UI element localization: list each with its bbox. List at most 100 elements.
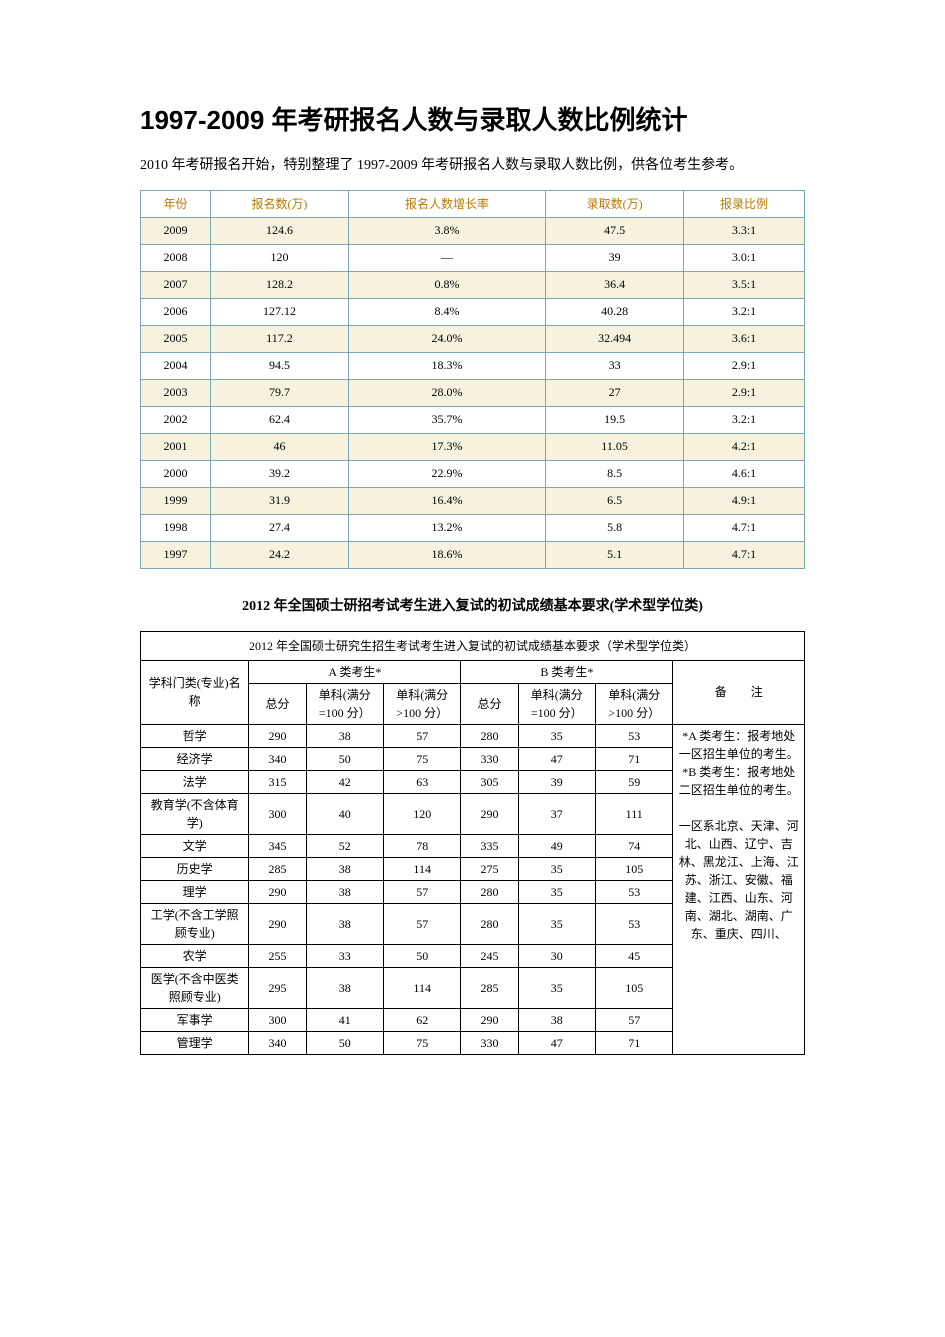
cell: 57 — [383, 903, 460, 944]
cell: 38 — [306, 724, 383, 747]
cell: 2007 — [141, 271, 211, 298]
cell: 255 — [249, 944, 306, 967]
cell: 285 — [461, 967, 518, 1008]
cell: 2002 — [141, 406, 211, 433]
table-row: 200262.435.7%19.53.2:1 — [141, 406, 805, 433]
cell: 74 — [596, 834, 673, 857]
cell: 47.5 — [546, 217, 684, 244]
cell: 13.2% — [348, 514, 545, 541]
cell: 280 — [461, 903, 518, 944]
table-row: 199724.218.6%5.14.7:1 — [141, 541, 805, 568]
table-row: 2009124.63.8%47.53.3:1 — [141, 217, 805, 244]
table-row: 2008120—393.0:1 — [141, 244, 805, 271]
cell: 49 — [518, 834, 595, 857]
cell: 哲学 — [141, 724, 249, 747]
cell: 35 — [518, 903, 595, 944]
cell: 340 — [249, 1031, 306, 1054]
cell: 40.28 — [546, 298, 684, 325]
cell: 4.7:1 — [684, 541, 805, 568]
cell: 114 — [383, 857, 460, 880]
cell: 2.9:1 — [684, 379, 805, 406]
cell: 35 — [518, 967, 595, 1008]
cell: 50 — [306, 747, 383, 770]
cell: 18.6% — [348, 541, 545, 568]
cell: 340 — [249, 747, 306, 770]
col-header: 报名人数增长率 — [348, 190, 545, 217]
cell: 114 — [383, 967, 460, 1008]
cell: 管理学 — [141, 1031, 249, 1054]
cell: 315 — [249, 770, 306, 793]
cell: 1999 — [141, 487, 211, 514]
cell: 0.8% — [348, 271, 545, 298]
cell: 38 — [306, 880, 383, 903]
cell: 285 — [249, 857, 306, 880]
cell: 39.2 — [211, 460, 349, 487]
col-s100p-b: 单科(满分>100 分） — [596, 683, 673, 724]
cell: 32.494 — [546, 325, 684, 352]
cell: 105 — [596, 967, 673, 1008]
cell: 35 — [518, 724, 595, 747]
cell: 3.5:1 — [684, 271, 805, 298]
cell: 22.9% — [348, 460, 545, 487]
cell: 71 — [596, 1031, 673, 1054]
cell: 2.9:1 — [684, 352, 805, 379]
cell: 52 — [306, 834, 383, 857]
cell: 4.9:1 — [684, 487, 805, 514]
cell: 3.8% — [348, 217, 545, 244]
cell: 6.5 — [546, 487, 684, 514]
table-row: 哲学29038572803553*A 类考生：报考地处一区招生单位的考生。*B … — [141, 724, 805, 747]
cell: 75 — [383, 747, 460, 770]
cell: 4.2:1 — [684, 433, 805, 460]
col-header: 报录比例 — [684, 190, 805, 217]
cell: 124.6 — [211, 217, 349, 244]
cell: 教育学(不含体育学) — [141, 793, 249, 834]
col-group-a: A 类考生* — [249, 660, 461, 683]
cell: 290 — [249, 880, 306, 903]
cell: 2000 — [141, 460, 211, 487]
cell: 50 — [306, 1031, 383, 1054]
cell: 31.9 — [211, 487, 349, 514]
cell: 24.0% — [348, 325, 545, 352]
cell: 27.4 — [211, 514, 349, 541]
cell: 11.05 — [546, 433, 684, 460]
col-note: 备 注 — [673, 660, 805, 724]
cell: 2008 — [141, 244, 211, 271]
cell: 经济学 — [141, 747, 249, 770]
cell: 24.2 — [211, 541, 349, 568]
table-row: 2006127.128.4%40.283.2:1 — [141, 298, 805, 325]
cell: 28.0% — [348, 379, 545, 406]
cell: 47 — [518, 1031, 595, 1054]
table-caption: 2012 年全国硕士研究生招生考试考生进入复试的初试成绩基本要求（学术型学位类） — [141, 631, 805, 660]
cell: 8.5 — [546, 460, 684, 487]
table-row: 20014617.3%11.054.2:1 — [141, 433, 805, 460]
cell: 53 — [596, 880, 673, 903]
cell: 57 — [596, 1008, 673, 1031]
col-header: 报名数(万) — [211, 190, 349, 217]
cell: 35 — [518, 880, 595, 903]
cell: 75 — [383, 1031, 460, 1054]
cell: 工学(不含工学照顾专业) — [141, 903, 249, 944]
cell: 280 — [461, 724, 518, 747]
cell: 39 — [546, 244, 684, 271]
cell: 2006 — [141, 298, 211, 325]
cell: 38 — [518, 1008, 595, 1031]
cell: 71 — [596, 747, 673, 770]
cell: 330 — [461, 1031, 518, 1054]
cell: 59 — [596, 770, 673, 793]
cell: 53 — [596, 903, 673, 944]
cell: 1997 — [141, 541, 211, 568]
cell: 245 — [461, 944, 518, 967]
cell: 62 — [383, 1008, 460, 1031]
table-row: 199931.916.4%6.54.9:1 — [141, 487, 805, 514]
cell: 18.3% — [348, 352, 545, 379]
cell: 3.3:1 — [684, 217, 805, 244]
cell: 280 — [461, 880, 518, 903]
cell: 军事学 — [141, 1008, 249, 1031]
cell: 305 — [461, 770, 518, 793]
cell: 35.7% — [348, 406, 545, 433]
col-total-b: 总分 — [461, 683, 518, 724]
cell: 79.7 — [211, 379, 349, 406]
cell: 117.2 — [211, 325, 349, 352]
cell: 3.2:1 — [684, 406, 805, 433]
cell: 5.8 — [546, 514, 684, 541]
